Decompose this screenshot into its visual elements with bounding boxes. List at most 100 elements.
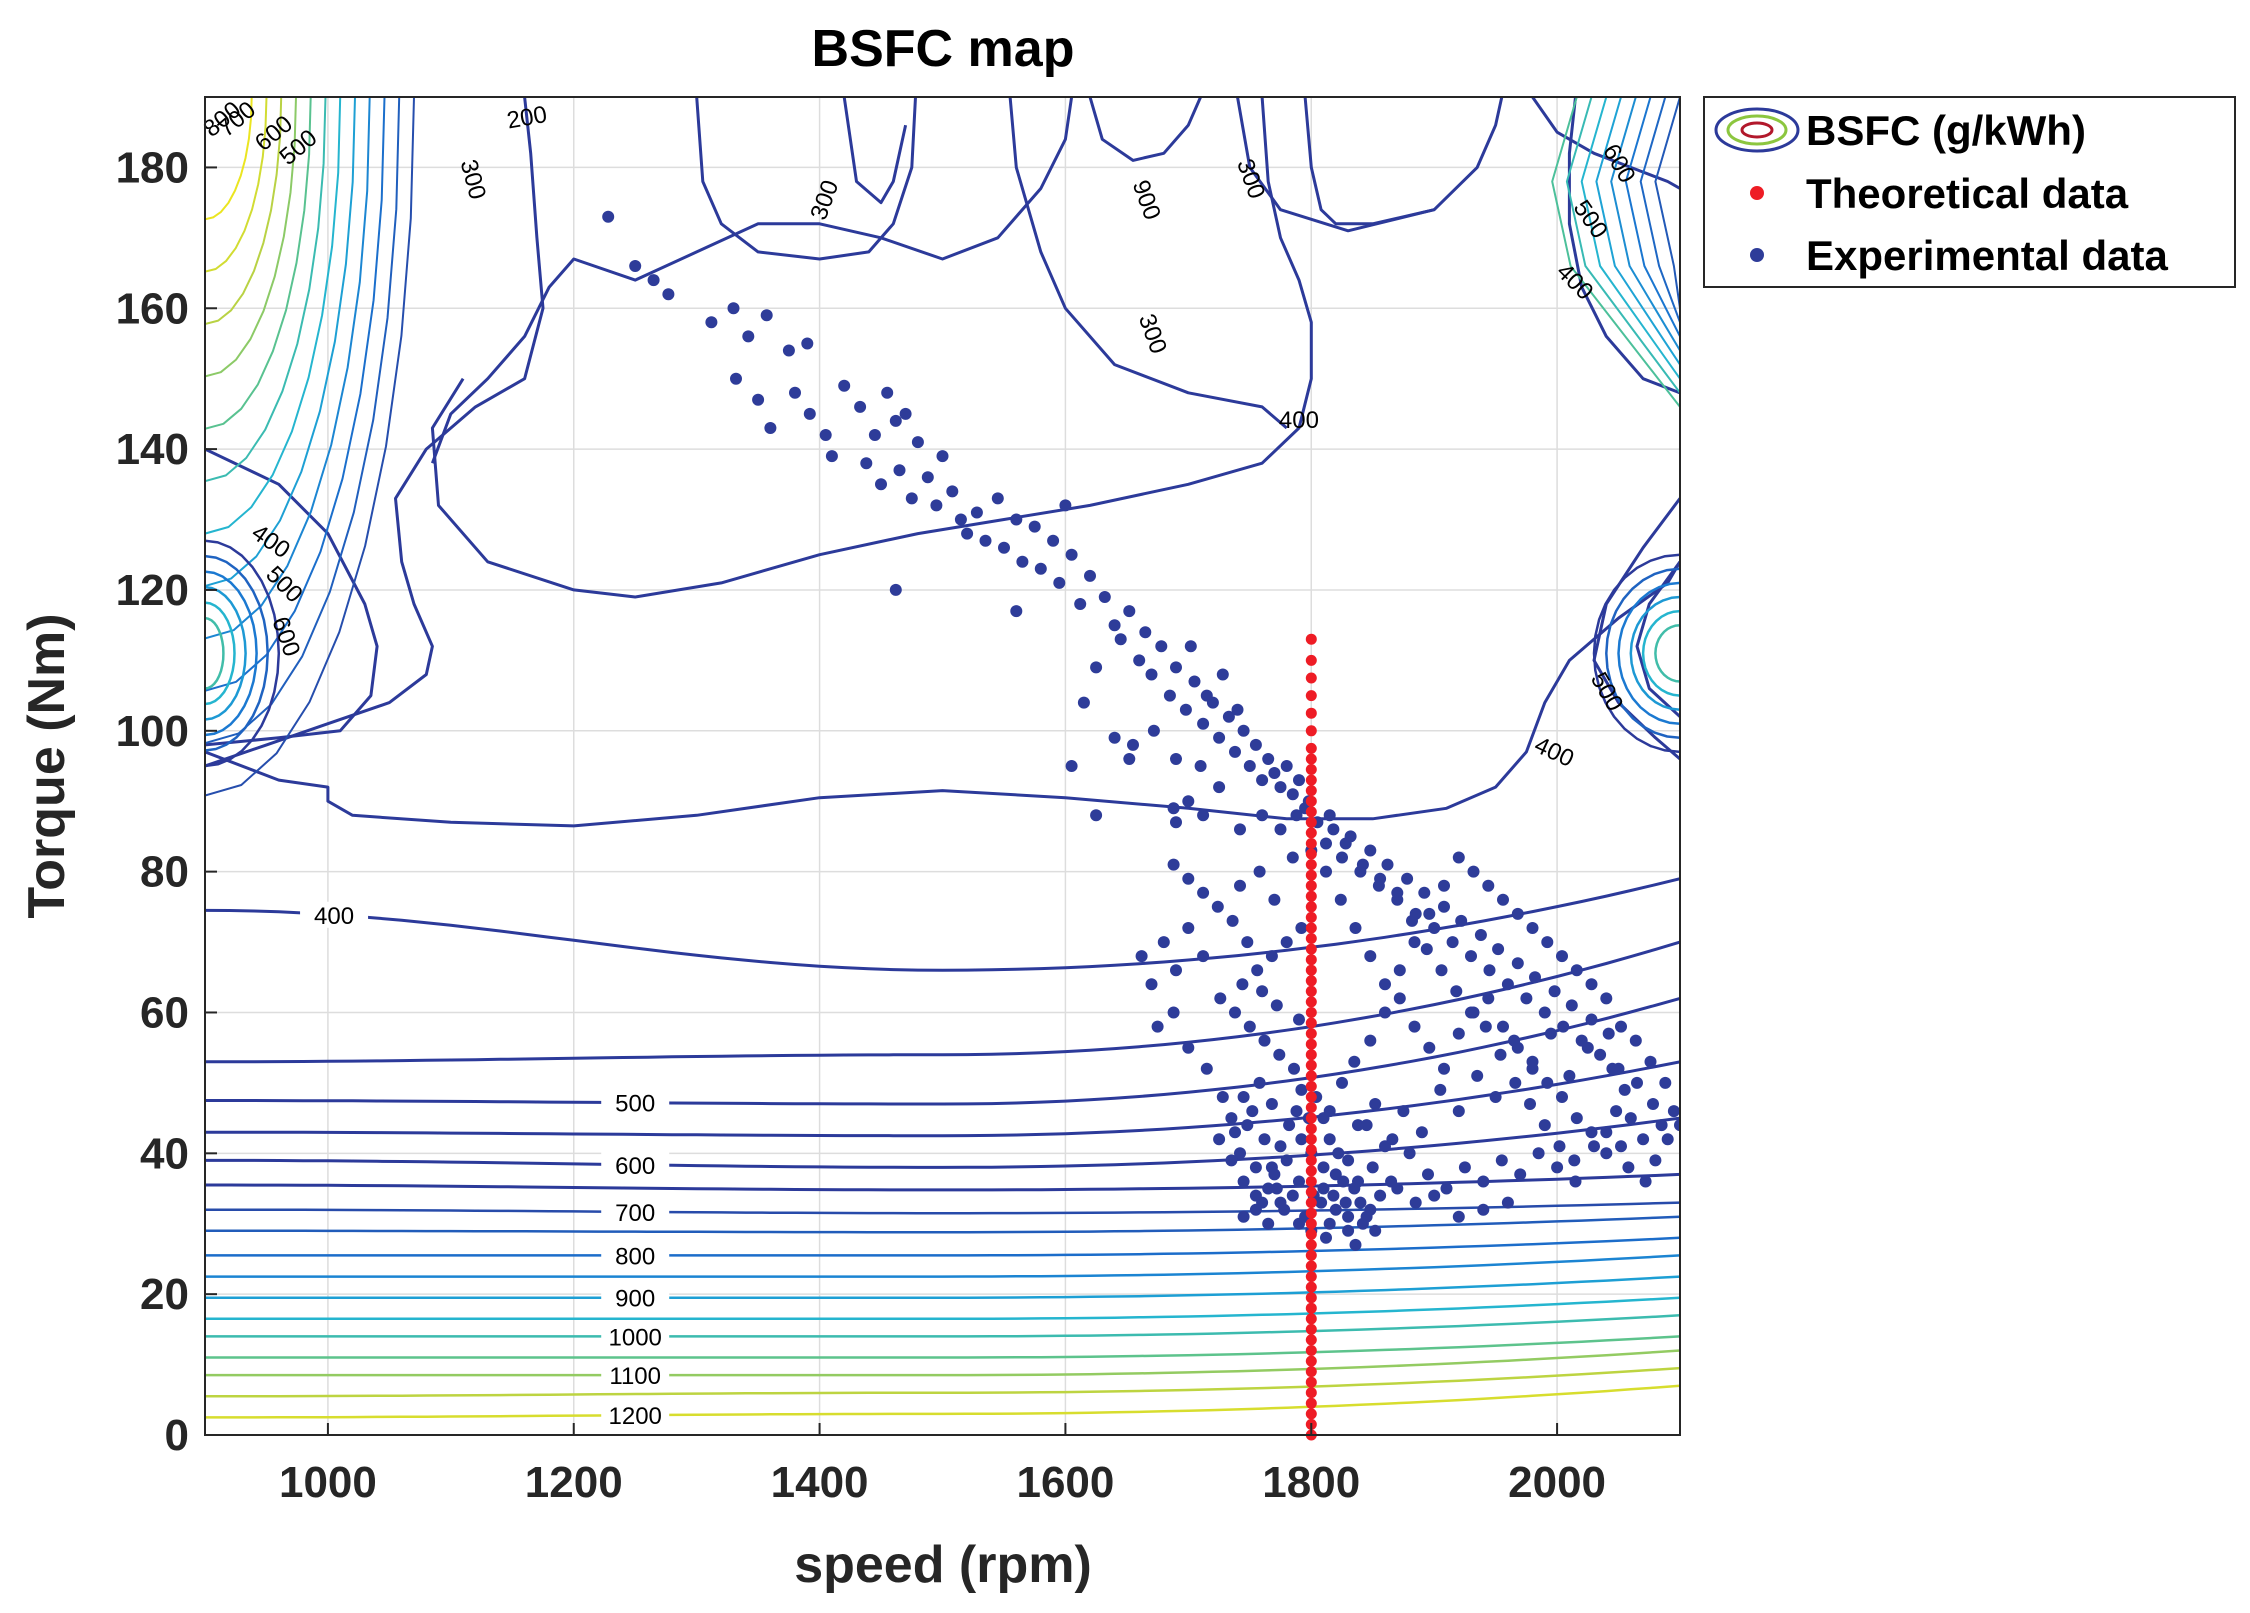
theoretical-point <box>1305 1091 1317 1103</box>
experimental-point <box>998 541 1010 554</box>
experimental-point <box>1182 922 1195 934</box>
experimental-point <box>801 337 814 350</box>
theoretical-point <box>1305 725 1317 737</box>
theoretical-point <box>1305 1281 1317 1293</box>
experimental-point <box>1434 1083 1447 1096</box>
experimental-point <box>1551 1161 1564 1174</box>
contour-line <box>1629 595 1680 711</box>
experimental-point <box>1234 823 1246 836</box>
experimental-point <box>936 450 949 463</box>
experimental-point <box>1524 1098 1536 1110</box>
experimental-point <box>1135 950 1148 963</box>
experimental-point <box>1514 1168 1527 1181</box>
contour-line <box>205 97 371 640</box>
experimental-point <box>1074 598 1087 610</box>
experimental-point <box>1548 985 1561 998</box>
experimental-point <box>1428 922 1441 934</box>
experimental-point <box>1482 879 1495 892</box>
experimental-point <box>1494 1048 1507 1061</box>
experimental-series <box>602 210 1680 1251</box>
experimental-point <box>1249 1203 1262 1216</box>
theoretical-point <box>1305 1271 1317 1283</box>
theoretical-point <box>1305 707 1317 719</box>
contour-line <box>1624 97 1680 337</box>
contour-label: 1000 <box>609 1324 662 1351</box>
experimental-point <box>629 260 642 272</box>
contour-line <box>205 1384 1680 1419</box>
experimental-point <box>1139 626 1152 639</box>
legend: BSFC (g/kWh) Theoretical data Experiment… <box>1703 96 2236 288</box>
theoretical-point <box>1305 1176 1317 1187</box>
experimental-point <box>1585 1126 1598 1139</box>
contour-line <box>205 1366 1680 1398</box>
experimental-point <box>1557 1020 1570 1033</box>
experimental-point <box>1200 1062 1213 1075</box>
experimental-point <box>991 492 1004 505</box>
experimental-point <box>1249 1161 1262 1174</box>
theoretical-point <box>1305 1228 1317 1240</box>
experimental-point <box>1182 795 1195 808</box>
experimental-point <box>854 400 867 413</box>
theoretical-point <box>1305 1059 1317 1071</box>
experimental-point <box>1270 999 1283 1012</box>
experimental-point <box>1231 703 1244 716</box>
experimental-point <box>1381 858 1394 871</box>
experimental-point <box>825 450 838 463</box>
experimental-point <box>1262 1217 1275 1230</box>
theoretical-point <box>1305 1154 1317 1166</box>
experimental-point <box>1323 1133 1336 1146</box>
experimental-point <box>1283 1119 1296 1132</box>
experimental-point <box>803 407 816 420</box>
experimental-point <box>889 414 902 427</box>
experimental-point <box>1423 1041 1436 1054</box>
experimental-point <box>1369 1098 1382 1110</box>
x-tick-label: 1800 <box>1262 1458 1360 1507</box>
experimental-point <box>1016 555 1029 568</box>
experimental-point <box>1323 1105 1336 1118</box>
experimental-point <box>1167 1006 1180 1019</box>
experimental-point <box>1458 1161 1471 1174</box>
experimental-point <box>1465 950 1477 963</box>
contour-line <box>205 97 545 768</box>
experimental-point <box>868 429 881 441</box>
contour-line <box>205 554 269 752</box>
theoretical-point <box>1305 869 1317 881</box>
experimental-point <box>1329 1168 1342 1181</box>
theoretical-point <box>1305 1218 1317 1230</box>
contour-label: 800 <box>615 1243 655 1270</box>
contour-line <box>1303 97 1435 226</box>
experimental-point <box>1280 1154 1293 1167</box>
theoretical-point <box>1305 848 1317 860</box>
experimental-point <box>1280 760 1293 772</box>
contour-label: 700 <box>615 1200 655 1227</box>
experimental-point <box>1268 767 1281 779</box>
experimental-point <box>782 344 795 357</box>
experimental-point <box>1229 1126 1241 1139</box>
experimental-point <box>1290 1105 1303 1118</box>
experimental-point <box>1446 936 1459 949</box>
experimental-point <box>1123 753 1136 765</box>
contour-line <box>1595 97 1680 366</box>
contour-line <box>1639 97 1680 323</box>
experimental-point <box>1408 936 1421 949</box>
experimental-point <box>1243 1020 1256 1033</box>
contour-line <box>205 940 1680 1064</box>
experimental-point <box>1581 1041 1594 1054</box>
theoretical-point <box>1305 654 1317 666</box>
theoretical-point <box>1305 1207 1317 1219</box>
experimental-point <box>1295 1083 1308 1096</box>
theoretical-point <box>1305 1376 1317 1388</box>
experimental-point <box>1265 950 1278 963</box>
experimental-point <box>1098 591 1111 603</box>
contour-line <box>205 1172 1680 1192</box>
experimental-point <box>1213 1133 1226 1146</box>
experimental-point <box>1647 1098 1659 1110</box>
experimental-point <box>1214 992 1227 1005</box>
experimental-point <box>1249 738 1262 751</box>
theoretical-point <box>1305 1102 1317 1113</box>
contour-label-bg <box>300 901 369 928</box>
theoretical-point <box>1305 753 1317 765</box>
experimental-point <box>893 464 906 477</box>
experimental-point <box>1452 1027 1465 1040</box>
x-tick-label: 2000 <box>1508 1458 1606 1507</box>
